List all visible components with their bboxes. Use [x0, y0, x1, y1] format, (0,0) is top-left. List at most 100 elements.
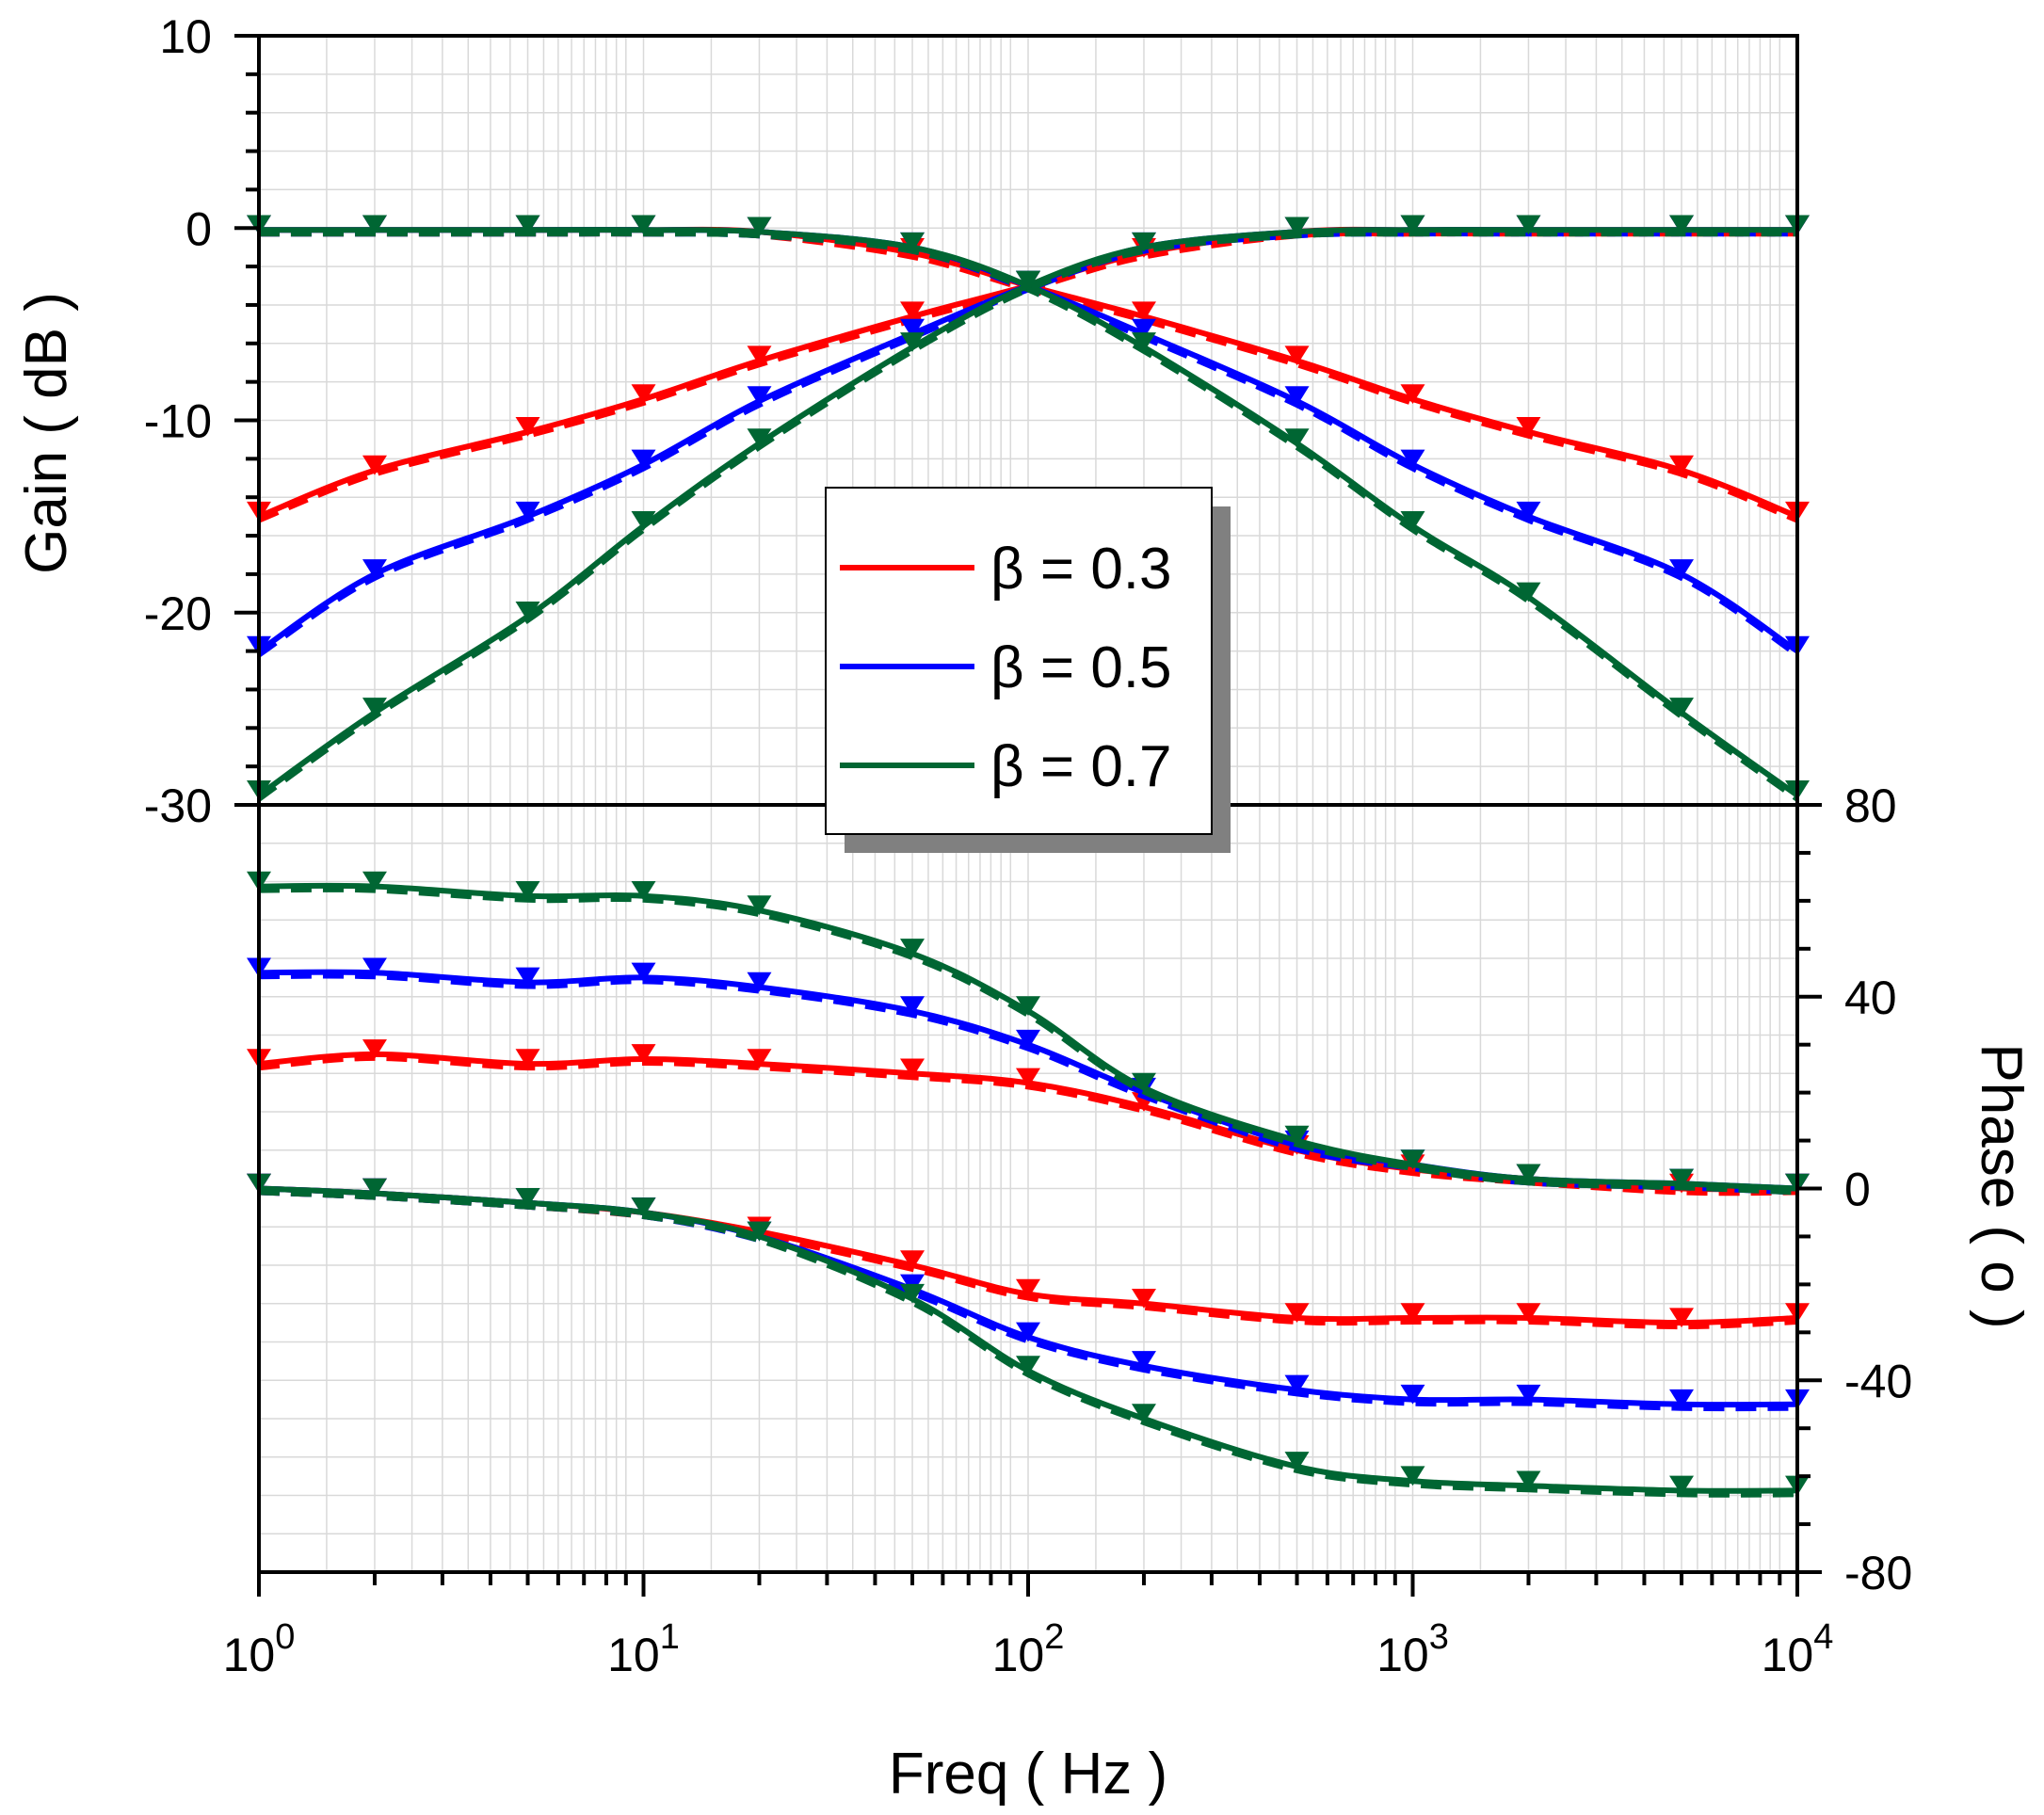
- series-marker: [747, 972, 772, 992]
- series-marker: [1400, 1384, 1425, 1405]
- series-marker: [1400, 449, 1425, 470]
- series-marker: [515, 880, 540, 901]
- x-axis-title: Freq ( Hz ): [889, 1742, 1167, 1807]
- series-marker: [747, 1049, 772, 1069]
- series-marker: [362, 559, 387, 579]
- series-marker: [515, 1187, 540, 1208]
- series-11: [247, 1173, 1810, 1498]
- gain-tick-label: 10: [159, 10, 212, 63]
- legend-label: β = 0.5: [990, 635, 1172, 700]
- series-marker: [1016, 996, 1040, 1017]
- series-marker: [900, 301, 925, 322]
- series-marker: [1016, 1322, 1040, 1342]
- gain-tick-label: 0: [185, 202, 212, 255]
- series-marker: [1669, 559, 1695, 579]
- series-marker: [900, 1283, 925, 1304]
- gain-tick-label: -30: [144, 779, 212, 832]
- series-marker: [1131, 332, 1156, 352]
- series-marker: [1284, 217, 1310, 237]
- series-marker: [1131, 1288, 1156, 1309]
- series-marker: [362, 698, 387, 717]
- series-marker: [1016, 1278, 1040, 1299]
- series-marker: [1516, 1164, 1541, 1184]
- series-marker: [747, 428, 772, 449]
- series-marker: [515, 416, 540, 437]
- series-marker: [362, 455, 387, 475]
- series-marker: [515, 967, 540, 988]
- series-marker: [1131, 1351, 1156, 1371]
- series-marker: [1400, 511, 1425, 531]
- phase-tick-label: -40: [1844, 1355, 1912, 1407]
- series-marker: [631, 449, 656, 470]
- x-tick-labels: 100 101 102 103 104: [223, 1617, 1834, 1681]
- series-marker: [1131, 1404, 1156, 1423]
- series-marker: [747, 345, 772, 366]
- series-marker: [1284, 1374, 1310, 1395]
- gain-tick-label: -20: [144, 587, 212, 640]
- phase-tick-label: 40: [1844, 972, 1897, 1024]
- series-marker: [1284, 1125, 1310, 1146]
- legend-label: β = 0.7: [990, 734, 1172, 799]
- x-tick-label: 104: [1762, 1617, 1834, 1681]
- series-marker: [515, 215, 540, 235]
- series-marker: [1516, 582, 1541, 602]
- series-marker: [747, 895, 772, 916]
- series-marker: [1669, 215, 1695, 235]
- series-marker: [1516, 215, 1541, 235]
- series-marker: [631, 215, 656, 235]
- gain-tick-label: -10: [144, 395, 212, 448]
- legend-label: β = 0.3: [990, 537, 1172, 602]
- phase-tick-label: 0: [1844, 1164, 1871, 1216]
- series-marker: [1131, 1072, 1156, 1093]
- series-marker: [900, 1250, 925, 1270]
- series-marker: [1669, 1389, 1695, 1409]
- series-marker: [747, 386, 772, 407]
- series-marker: [631, 880, 656, 901]
- series-marker: [1016, 1356, 1040, 1376]
- series-marker: [900, 1058, 925, 1079]
- series-marker: [1516, 1303, 1541, 1324]
- series-marker: [1016, 1029, 1040, 1050]
- series-marker: [1400, 384, 1425, 405]
- series-marker: [1284, 345, 1310, 366]
- series-marker: [1400, 215, 1425, 235]
- series-marker: [1516, 416, 1541, 437]
- x-tick-label: 102: [992, 1617, 1065, 1681]
- series-marker: [1516, 501, 1541, 522]
- series-marker: [1131, 301, 1156, 322]
- series-marker: [515, 1049, 540, 1069]
- series-marker: [900, 332, 925, 352]
- series-marker: [1284, 386, 1310, 407]
- series-marker: [1284, 1303, 1310, 1324]
- series-marker: [900, 939, 925, 958]
- series-marker: [1131, 318, 1156, 339]
- series-marker: [1284, 1452, 1310, 1471]
- series-dashed-line: [257, 231, 1797, 802]
- series-5: [247, 215, 1810, 802]
- series-marker: [900, 996, 925, 1017]
- series-marker: [631, 384, 656, 405]
- series-marker: [1284, 428, 1310, 449]
- x-tick-label: 103: [1376, 1617, 1449, 1681]
- series-marker: [747, 1221, 772, 1242]
- gain-axis-title: Gain ( dB ): [14, 292, 79, 574]
- series-marker: [631, 962, 656, 983]
- series-marker: [515, 602, 540, 621]
- series-marker: [362, 871, 387, 891]
- legend-box: [825, 487, 1213, 835]
- series-marker: [1516, 1470, 1541, 1491]
- phase-tick-label: 80: [1844, 779, 1897, 832]
- series-marker: [631, 1197, 656, 1217]
- series-marker: [900, 318, 925, 339]
- series-marker: [631, 511, 656, 531]
- series-marker: [1669, 698, 1695, 717]
- series-8: [247, 871, 1810, 1196]
- series-marker: [1400, 1466, 1425, 1486]
- series-marker: [1400, 1149, 1425, 1170]
- series-marker: [362, 1178, 387, 1198]
- series-marker: [1400, 1303, 1425, 1324]
- series-marker: [362, 957, 387, 978]
- series-marker: [362, 215, 387, 235]
